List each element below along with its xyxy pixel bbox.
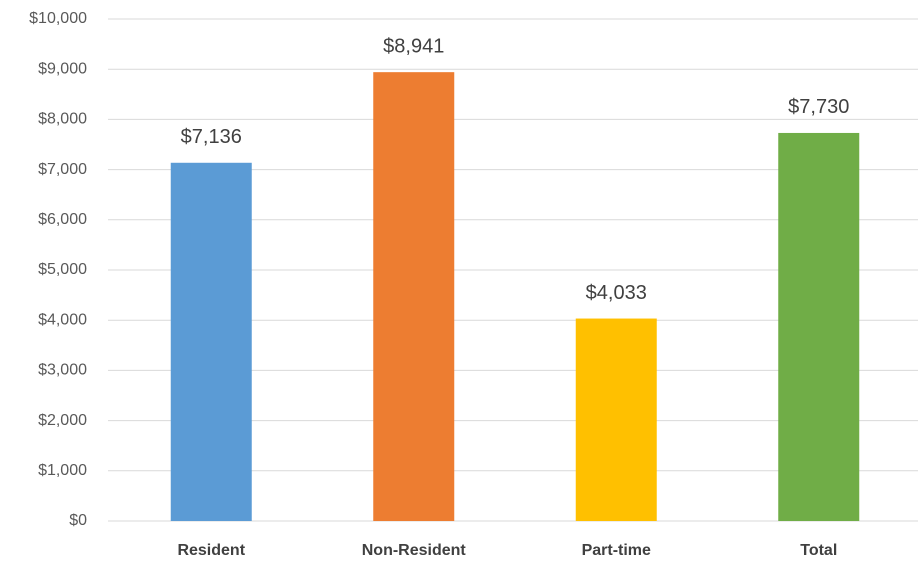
bar [575,318,657,521]
y-tick-label: $5,000 [38,261,87,278]
value-label: $7,730 [788,96,849,118]
y-tick-label: $6,000 [38,211,87,228]
value-label: $4,033 [586,282,647,304]
x-tick-label: Total [800,542,837,559]
value-label: $8,941 [383,35,444,57]
x-tick-label: Non-Resident [362,542,467,559]
y-tick-label: $3,000 [38,362,87,379]
y-tick-label: $7,000 [38,161,87,178]
x-tick-label: Resident [177,542,245,559]
y-tick-label: $1,000 [38,462,87,479]
value-label: $7,136 [181,126,242,148]
y-tick-label: $10,000 [29,10,87,27]
y-tick-label: $8,000 [38,111,87,128]
y-tick-label: $9,000 [38,60,87,77]
y-tick-label: $2,000 [38,412,87,429]
bar [373,72,455,521]
y-tick-label: $0 [69,512,87,529]
y-tick-label: $4,000 [38,311,87,328]
bar [170,162,252,521]
bar [778,132,860,522]
x-tick-label: Part-time [582,542,651,559]
